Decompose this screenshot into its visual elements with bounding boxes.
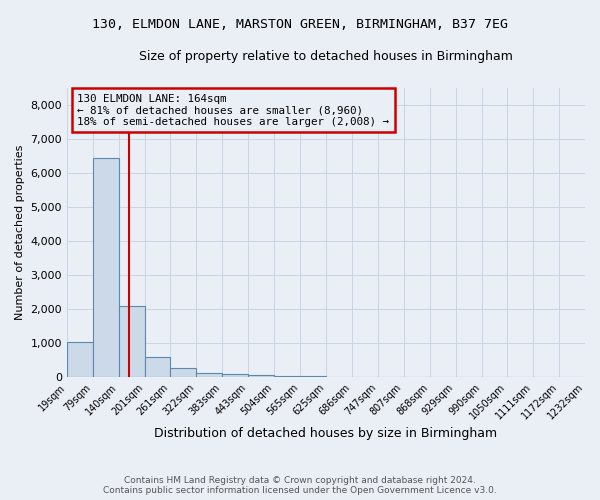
Bar [119,306,145,378]
Bar [145,357,170,378]
Bar [248,376,274,378]
Bar [196,373,223,378]
Bar [67,342,92,378]
Text: Contains HM Land Registry data © Crown copyright and database right 2024.
Contai: Contains HM Land Registry data © Crown c… [103,476,497,495]
Y-axis label: Number of detached properties: Number of detached properties [15,145,25,320]
X-axis label: Distribution of detached houses by size in Birmingham: Distribution of detached houses by size … [154,427,497,440]
Title: Size of property relative to detached houses in Birmingham: Size of property relative to detached ho… [139,50,513,63]
Text: 130, ELMDON LANE, MARSTON GREEN, BIRMINGHAM, B37 7EG: 130, ELMDON LANE, MARSTON GREEN, BIRMING… [92,18,508,30]
Bar [223,374,248,378]
Bar [274,376,300,378]
Bar [92,158,119,378]
Bar [300,376,326,378]
Text: 130 ELMDON LANE: 164sqm
← 81% of detached houses are smaller (8,960)
18% of semi: 130 ELMDON LANE: 164sqm ← 81% of detache… [77,94,389,127]
Bar [170,368,196,378]
